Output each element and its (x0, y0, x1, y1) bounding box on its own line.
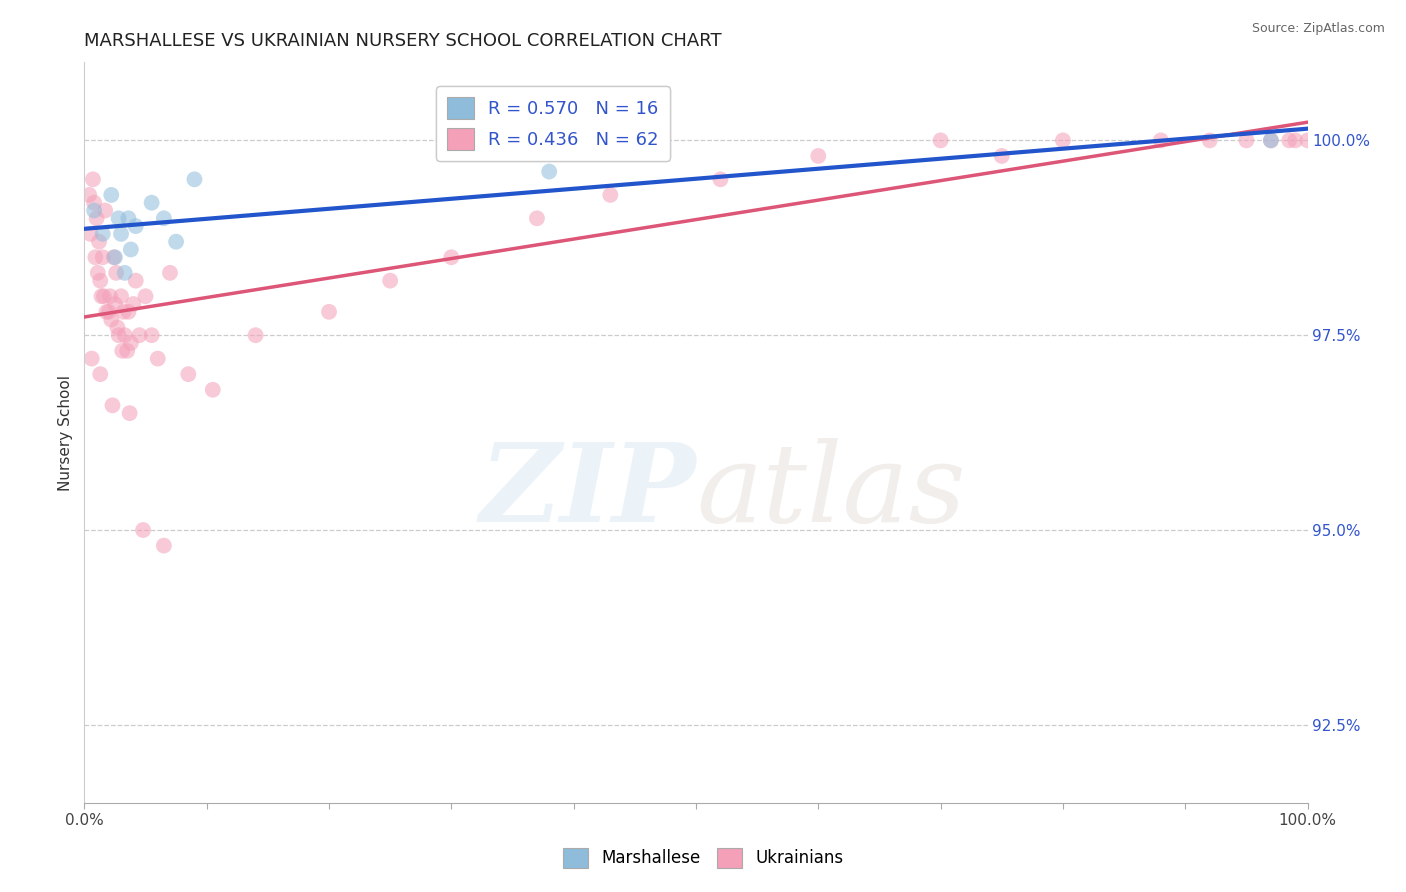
Point (110, 289, 132, 303)
Point (96, 305, 118, 319)
Point (120, 243, 142, 257)
Point (159, 266, 181, 280)
Point (120, 336, 142, 351)
Point (117, 305, 139, 319)
Point (104, 297, 127, 311)
Point (153, 211, 176, 226)
Point (100, 312, 122, 326)
Point (1150, 133, 1173, 147)
Point (153, 539, 176, 553)
Point (83, 195, 105, 210)
Point (183, 172, 205, 186)
Point (1278, 133, 1301, 147)
Point (122, 297, 145, 311)
Point (98, 289, 121, 303)
Point (79, 227, 101, 241)
Text: ZIP: ZIP (479, 438, 696, 546)
Point (165, 235, 187, 249)
Text: MARSHALLESE VS UKRAINIAN NURSERY SCHOOL CORRELATION CHART: MARSHALLESE VS UKRAINIAN NURSERY SCHOOL … (84, 32, 723, 50)
Text: Source: ZipAtlas.com: Source: ZipAtlas.com (1251, 22, 1385, 36)
Point (91, 227, 114, 241)
Point (1236, 133, 1258, 147)
Y-axis label: Nursery School: Nursery School (58, 375, 73, 491)
Point (82, 172, 104, 186)
Point (146, 351, 169, 366)
Point (380, 274, 402, 288)
Point (107, 211, 129, 226)
Point (440, 250, 463, 264)
Point (135, 289, 157, 303)
Point (1052, 133, 1074, 147)
Legend: Marshallese, Ukrainians: Marshallese, Ukrainians (555, 841, 851, 875)
Point (105, 266, 128, 280)
Point (1260, 133, 1282, 147)
Point (318, 305, 340, 319)
Point (103, 250, 125, 264)
Point (104, 250, 127, 264)
Point (90, 289, 112, 303)
Point (97, 305, 120, 319)
Point (114, 266, 136, 280)
Point (141, 328, 163, 343)
Point (87, 235, 110, 249)
Point (77, 188, 100, 202)
Point (84, 250, 107, 264)
Point (112, 305, 135, 319)
Point (1284, 133, 1306, 147)
Point (89, 274, 111, 288)
Point (83, 203, 105, 218)
Point (91, 250, 114, 264)
Point (1198, 133, 1220, 147)
Point (177, 367, 200, 381)
Point (526, 211, 548, 226)
Point (114, 328, 136, 343)
Point (89, 367, 111, 381)
Point (709, 172, 731, 186)
Point (94, 203, 117, 218)
Point (141, 195, 163, 210)
Point (107, 328, 129, 343)
Legend: R = 0.570   N = 16, R = 0.436   N = 62: R = 0.570 N = 16, R = 0.436 N = 62 (436, 87, 669, 161)
Point (807, 149, 830, 163)
Point (86, 211, 108, 226)
Text: atlas: atlas (696, 438, 966, 546)
Point (80, 351, 103, 366)
Point (117, 211, 139, 226)
Point (111, 343, 134, 358)
Point (115, 343, 138, 358)
Point (93, 289, 115, 303)
Point (538, 164, 561, 178)
Point (245, 328, 267, 343)
Point (201, 383, 224, 397)
Point (1296, 133, 1319, 147)
Point (101, 398, 124, 412)
Point (1260, 133, 1282, 147)
Point (118, 406, 141, 420)
Point (929, 133, 952, 147)
Point (991, 149, 1014, 163)
Point (125, 274, 148, 288)
Point (110, 227, 132, 241)
Point (132, 523, 155, 537)
Point (105, 320, 128, 334)
Point (100, 188, 122, 202)
Point (125, 219, 148, 233)
Point (87, 266, 110, 280)
Point (128, 328, 150, 343)
Point (599, 188, 621, 202)
